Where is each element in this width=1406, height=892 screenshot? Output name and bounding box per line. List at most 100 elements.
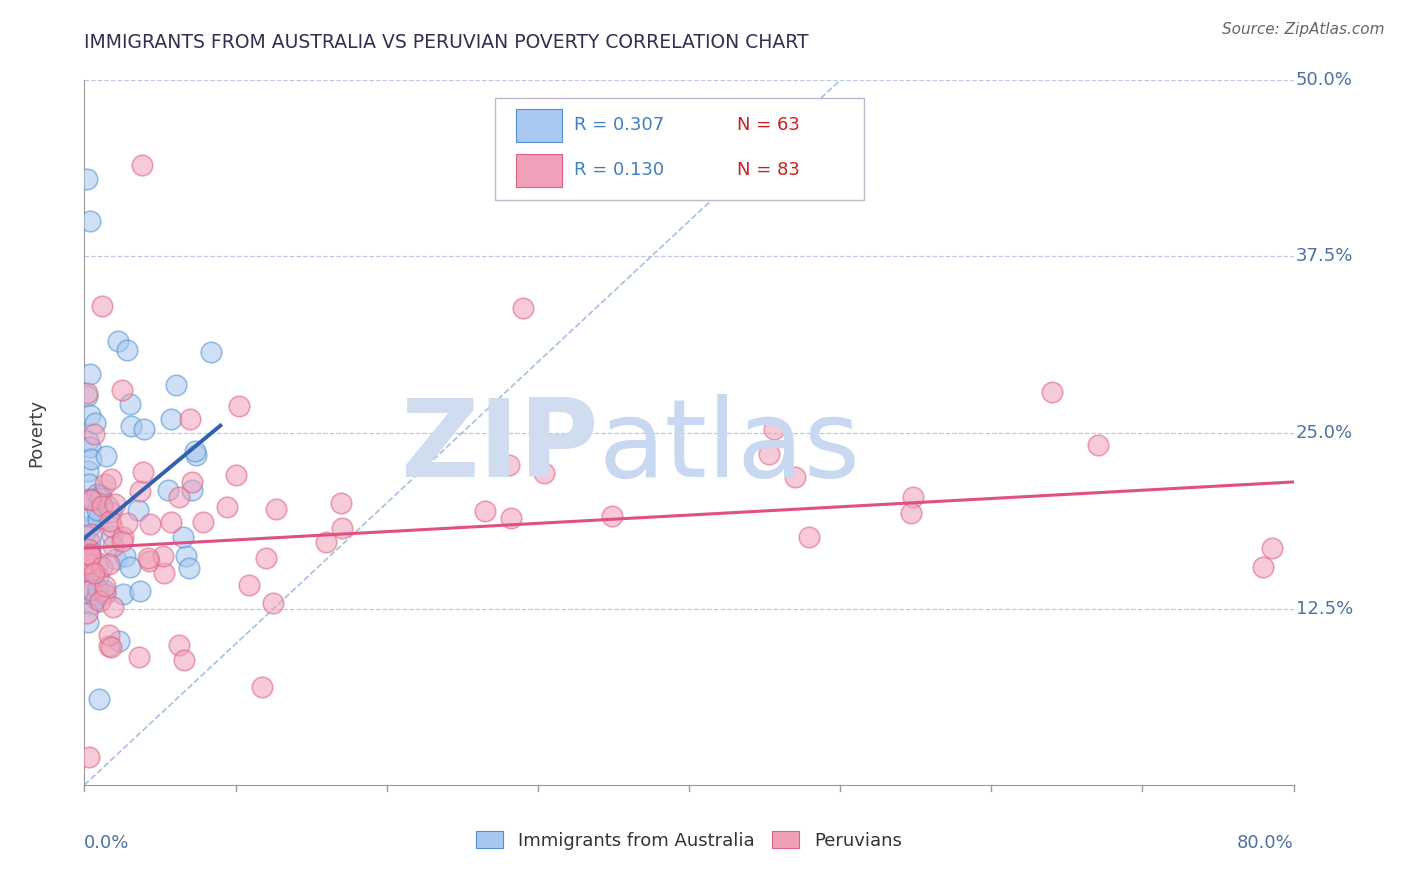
Point xyxy=(136,550,159,565)
Point xyxy=(228,399,250,413)
Point xyxy=(165,377,187,392)
Point xyxy=(138,554,160,568)
Point xyxy=(77,615,100,630)
Point xyxy=(100,514,122,528)
Point xyxy=(80,598,103,612)
Point xyxy=(1087,438,1109,452)
Point xyxy=(115,343,138,358)
Text: IMMIGRANTS FROM AUSTRALIA VS PERUVIAN POVERTY CORRELATION CHART: IMMIGRANTS FROM AUSTRALIA VS PERUVIAN PO… xyxy=(84,33,808,52)
Point xyxy=(111,530,134,544)
Point xyxy=(79,367,101,381)
Point xyxy=(90,488,112,502)
Point xyxy=(76,389,98,403)
Point xyxy=(94,476,117,491)
Point xyxy=(80,583,103,598)
Point xyxy=(191,516,214,530)
Point xyxy=(181,483,204,497)
Point xyxy=(167,490,190,504)
Point xyxy=(79,408,101,422)
Point xyxy=(89,594,111,608)
Point xyxy=(91,299,114,313)
Point xyxy=(115,516,138,530)
FancyBboxPatch shape xyxy=(495,98,865,200)
Point xyxy=(315,535,337,549)
Point xyxy=(90,559,112,574)
Point xyxy=(79,749,101,764)
Point xyxy=(87,512,110,526)
Point xyxy=(100,529,122,543)
Point xyxy=(98,640,121,654)
Point xyxy=(172,530,194,544)
Point xyxy=(100,505,122,519)
Point xyxy=(114,549,136,563)
Point xyxy=(89,691,111,706)
Point xyxy=(128,583,150,598)
Point xyxy=(89,491,111,506)
Point xyxy=(90,500,112,514)
Text: 37.5%: 37.5% xyxy=(1296,247,1354,266)
Point xyxy=(77,546,100,560)
Point xyxy=(93,587,115,601)
Text: ZIP: ZIP xyxy=(399,393,599,500)
Point xyxy=(105,551,128,566)
Point xyxy=(1040,385,1063,400)
Point xyxy=(77,579,100,593)
Text: 25.0%: 25.0% xyxy=(1296,424,1353,442)
Point xyxy=(94,584,117,599)
Text: Poverty: Poverty xyxy=(27,399,45,467)
Point xyxy=(84,416,107,430)
Text: N = 63: N = 63 xyxy=(737,116,800,134)
Text: 50.0%: 50.0% xyxy=(1296,71,1353,89)
Point xyxy=(77,545,100,559)
Point xyxy=(79,547,101,561)
Point xyxy=(499,511,522,525)
Point xyxy=(79,564,101,578)
Point xyxy=(152,566,174,581)
Point xyxy=(101,520,124,534)
Point xyxy=(179,411,201,425)
Point xyxy=(83,427,105,442)
Point xyxy=(76,523,98,537)
Point xyxy=(77,434,100,448)
Point xyxy=(758,447,780,461)
Text: 80.0%: 80.0% xyxy=(1237,834,1294,852)
Point xyxy=(87,569,110,583)
Point xyxy=(80,527,103,541)
Point xyxy=(79,543,101,558)
Point xyxy=(173,653,195,667)
Point xyxy=(101,600,124,615)
Point xyxy=(131,158,153,172)
Point xyxy=(86,487,108,501)
Point xyxy=(79,565,101,579)
Point xyxy=(97,557,120,571)
Point xyxy=(107,334,129,348)
Text: 12.5%: 12.5% xyxy=(1296,599,1353,618)
Point xyxy=(238,577,260,591)
Bar xyxy=(516,109,562,143)
Point xyxy=(75,550,97,565)
Point xyxy=(186,448,208,462)
Point xyxy=(156,483,179,497)
Point xyxy=(77,509,100,524)
Point xyxy=(120,397,142,411)
Point xyxy=(330,521,353,535)
Point xyxy=(152,549,174,564)
Point xyxy=(77,549,100,564)
Point xyxy=(94,579,117,593)
Point xyxy=(134,422,156,436)
Point xyxy=(76,550,98,565)
Point xyxy=(100,640,122,654)
Point xyxy=(76,556,98,570)
Point xyxy=(474,504,496,518)
Point xyxy=(180,475,202,489)
Point xyxy=(76,541,98,556)
Point xyxy=(763,421,786,435)
Point xyxy=(128,650,150,665)
Point xyxy=(79,518,101,533)
Point xyxy=(97,628,120,642)
Point xyxy=(108,634,131,648)
Point xyxy=(512,301,534,315)
Point xyxy=(498,458,520,473)
Text: 0.0%: 0.0% xyxy=(84,834,129,852)
Point xyxy=(87,556,110,570)
